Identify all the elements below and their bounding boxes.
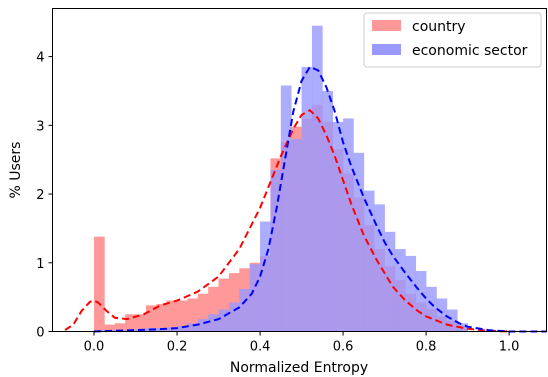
bar-economic-sector [208, 314, 219, 332]
kde-layer [64, 65, 547, 333]
bar-country [156, 304, 167, 332]
bar-economic-sector [249, 264, 261, 332]
x-axis: 0.0 0.2 0.4 0.6 0.8 1.0 [84, 331, 520, 355]
bar-country [177, 300, 188, 332]
bar-economic-sector [291, 139, 302, 332]
legend-swatch-country [372, 20, 401, 31]
bar-country [166, 300, 178, 332]
x-tick-label: 1.0 [499, 340, 520, 355]
y-axis: 0 1 2 3 4 [36, 51, 53, 341]
y-tick-label: 0 [36, 326, 44, 341]
bar-economic-sector [374, 204, 385, 332]
bar-economic-sector [332, 121, 344, 332]
bar-economic-sector [363, 190, 375, 332]
bar-economic-sector [301, 66, 313, 332]
bar-economic-sector [311, 25, 323, 332]
bar-economic-sector [322, 90, 334, 332]
legend-frame [363, 12, 542, 68]
x-tick-label: 0.0 [84, 340, 105, 355]
bar-economic-sector [343, 118, 354, 332]
bar-economic-sector [394, 249, 406, 332]
y-tick-label: 2 [36, 188, 44, 203]
bars-layer [94, 25, 468, 332]
y-tick-label: 3 [36, 119, 44, 134]
x-tick-label: 0.4 [250, 340, 271, 355]
bar-economic-sector [426, 286, 437, 332]
y-tick-label: 4 [36, 51, 44, 66]
bar-country [197, 293, 209, 332]
bar-economic-sector [228, 302, 240, 332]
bar-country [125, 314, 136, 332]
bar-country [228, 273, 240, 332]
bar-economic-sector [197, 319, 209, 332]
bar-economic-sector [177, 326, 188, 332]
bar-country [208, 286, 219, 332]
bar-country [218, 278, 230, 332]
bar-economic-sector [166, 327, 178, 332]
bar-economic-sector [239, 288, 250, 332]
bar-economic-sector [415, 271, 427, 332]
x-tick-label: 0.2 [167, 340, 188, 355]
bar-economic-sector [187, 323, 199, 332]
bar-country [114, 323, 126, 332]
legend: country economic sector [363, 12, 542, 68]
bar-country [94, 236, 105, 332]
bar-country [187, 298, 199, 332]
legend-swatch-economic-sector [372, 44, 401, 55]
bar-country [104, 324, 116, 332]
x-tick-label: 0.8 [416, 340, 437, 355]
y-axis-label: % Users [8, 142, 24, 199]
y-tick-label: 1 [36, 257, 44, 272]
kde-line-country [64, 108, 510, 333]
bar-country [135, 314, 147, 332]
bar-economic-sector [405, 255, 417, 332]
bar-economic-sector [436, 298, 448, 332]
bar-economic-sector [260, 221, 271, 332]
bar-economic-sector [218, 309, 230, 332]
bar-economic-sector [353, 152, 365, 332]
legend-label-economic-sector: economic sector [412, 43, 528, 59]
bar-economic-sector [446, 309, 458, 332]
bar-country [145, 305, 157, 332]
x-tick-label: 0.6 [333, 340, 354, 355]
kde-line-economic-sector [93, 65, 547, 333]
bar-economic-sector [280, 85, 292, 332]
x-axis-label: Normalized Entropy [230, 360, 368, 376]
legend-label-country: country [412, 19, 466, 35]
bar-economic-sector [270, 170, 282, 332]
plot-frame [52, 8, 547, 332]
